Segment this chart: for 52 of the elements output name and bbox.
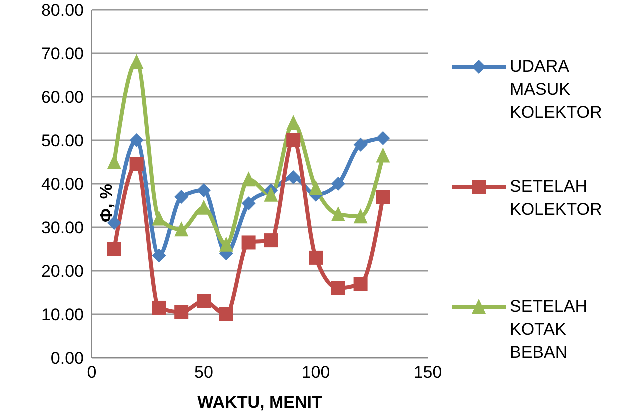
point — [264, 186, 278, 202]
point — [242, 236, 256, 250]
point — [376, 148, 390, 163]
y-tick-label: 50.00 — [41, 132, 84, 151]
y-tick-label: 20.00 — [41, 262, 84, 282]
y-tick-label: 80.00 — [41, 1, 84, 20]
point — [242, 196, 256, 211]
point — [331, 281, 346, 296]
point — [197, 184, 211, 198]
point — [152, 210, 166, 226]
x-tick-label: 150 — [414, 363, 442, 382]
y-tick-label: 40.00 — [41, 175, 84, 194]
point — [174, 305, 189, 320]
point — [376, 190, 390, 204]
point — [152, 300, 166, 315]
point — [354, 208, 368, 224]
point — [219, 308, 234, 322]
y-tick-label: 60.00 — [41, 88, 84, 108]
point — [354, 277, 368, 292]
point — [376, 131, 390, 146]
x-tick-label: 50 — [194, 363, 214, 382]
point — [309, 250, 323, 265]
point — [331, 177, 346, 191]
point — [130, 54, 144, 70]
point — [130, 134, 144, 148]
point — [264, 234, 278, 248]
y-tick-label: 10.00 — [41, 306, 84, 325]
point — [309, 180, 323, 196]
point — [174, 190, 189, 204]
x-tick-label: 0 — [87, 363, 97, 382]
point — [286, 134, 301, 148]
point — [286, 115, 301, 130]
point — [219, 236, 234, 252]
y-tick-label: 0.00 — [50, 349, 84, 368]
legend-label: UDARA MASUK KOLEKTOR — [510, 56, 604, 124]
y-tick-label: 70.00 — [41, 44, 84, 64]
point — [331, 206, 346, 222]
legend-label: SETELAH KOLEKTOR — [510, 176, 604, 221]
point — [107, 154, 122, 170]
y-axis-title: Φ, % — [97, 184, 116, 223]
point — [286, 170, 301, 184]
point — [242, 172, 256, 187]
point — [197, 294, 211, 308]
point — [107, 242, 122, 256]
y-tick-label: 30.00 — [41, 218, 84, 238]
point — [130, 157, 144, 172]
point — [174, 222, 189, 237]
point — [354, 138, 368, 152]
point — [152, 248, 166, 263]
legend-label: SETELAH KOTAK BEBAN — [510, 296, 588, 364]
x-tick-label: 100 — [302, 363, 330, 382]
x-axis-title: WAKTU, MENIT — [198, 393, 323, 412]
